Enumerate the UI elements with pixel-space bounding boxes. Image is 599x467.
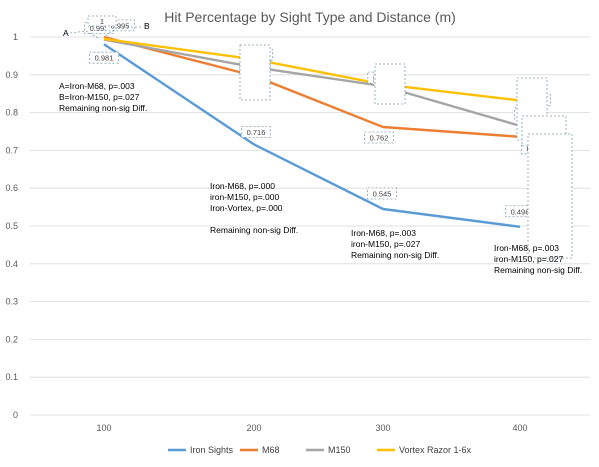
x-tick-label: 200 <box>246 423 261 433</box>
data-label: 0.545 <box>367 187 397 200</box>
legend: Iron Sights M68 M150 Vortex Razor 1-6x <box>168 445 472 455</box>
y-tick-label: 0.6 <box>5 183 18 193</box>
marker-box <box>87 15 117 27</box>
legend-label: Vortex Razor 1-6x <box>399 445 472 455</box>
svg-text:0.762: 0.762 <box>370 133 389 142</box>
series-line-iron-sights <box>103 43 521 228</box>
annotation-line: iron-M150, p=.027 <box>494 254 563 264</box>
data-label: 0.981 <box>89 51 119 64</box>
marker-a: A <box>63 28 69 38</box>
data-label: 0.993 <box>84 22 114 35</box>
annotation-line: Iron-M68, p=.000 <box>210 181 275 191</box>
series-line-m150 <box>103 38 521 127</box>
label-callout-box <box>374 63 406 105</box>
svg-text:0.716: 0.716 <box>247 128 266 137</box>
marker-a-pointer <box>69 30 99 39</box>
annotation-line: Iron-Vortex, p=.000 <box>210 203 283 213</box>
legend-item: Vortex Razor 1-6x <box>377 445 472 455</box>
data-label: 0.498 <box>505 205 535 218</box>
y-axis-ticks: 0 0.1 0.2 0.3 0.4 0.5 0.6 0.7 0.8 0.9 1 <box>5 32 18 420</box>
legend-label: M68 <box>262 445 280 455</box>
x-axis-ticks: 100 200 300 400 <box>96 423 527 433</box>
svg-text:0.995: 0.995 <box>111 21 130 30</box>
x-tick-label: 100 <box>96 423 111 433</box>
data-labels: 0.9810.7160.5450.4980.8970.7620.7360.993… <box>84 19 573 259</box>
annotation-line: Remaining non-sig Diff. <box>494 265 582 275</box>
y-tick-label: 1 <box>13 32 18 42</box>
x-tick-label: 300 <box>375 423 390 433</box>
label-callout-box <box>239 44 271 101</box>
y-tick-label: 0.9 <box>5 70 18 80</box>
y-tick-label: 0.8 <box>5 108 18 118</box>
data-label-top: 1 <box>100 17 104 26</box>
y-tick-label: 0 <box>13 410 18 420</box>
data-label: 0.716 <box>241 125 271 138</box>
series-line-m68 <box>103 35 521 138</box>
y-tick-label: 0.3 <box>5 297 18 307</box>
annotation-line: Iron-M68, p=.003 <box>494 243 559 253</box>
legend-item: M68 <box>240 445 280 455</box>
legend-label: M150 <box>328 445 351 455</box>
svg-text:0.498: 0.498 <box>511 207 530 216</box>
data-label: 0.995 <box>105 19 135 32</box>
gridlines <box>30 36 590 416</box>
y-tick-label: 0.5 <box>5 221 18 231</box>
data-label: 0.762 <box>364 131 394 144</box>
svg-text:0.993: 0.993 <box>90 24 109 33</box>
y-tick-label: 0.7 <box>5 145 18 155</box>
y-tick-label: 0.1 <box>5 372 18 382</box>
svg-text:0.981: 0.981 <box>95 54 114 63</box>
legend-label: Iron Sights <box>190 445 234 455</box>
legend-item: M150 <box>306 445 351 455</box>
series-line-vortex-razor-1-6x <box>103 37 521 102</box>
annotation-line: Remaining non-sig Diff. <box>59 103 147 113</box>
marker-b: B <box>144 21 150 31</box>
y-tick-label: 0.4 <box>5 259 18 269</box>
annotation-line: Remaining non-sig Diff. <box>351 250 439 260</box>
chart-title: Hit Percentage by Sight Type and Distanc… <box>164 9 456 25</box>
annotation-line: Remaining non-sig Diff. <box>210 225 298 235</box>
annotation-line: Iron-M68, p=.003 <box>351 228 416 238</box>
annotation-line: B=Iron-M150, p=.027 <box>59 92 140 102</box>
svg-text:0.545: 0.545 <box>373 189 392 198</box>
label-callout-box <box>527 133 573 259</box>
y-tick-label: 0.2 <box>5 334 18 344</box>
x-tick-label: 400 <box>512 423 527 433</box>
legend-item: Iron Sights <box>168 445 234 455</box>
annotation-line: A=Iron-M68, p=.003 <box>59 81 135 91</box>
annotation-line: iron-M150, p=.027 <box>351 239 420 249</box>
series-lines <box>103 35 521 228</box>
annotation-line: iron-M150, p=.000 <box>210 192 279 202</box>
